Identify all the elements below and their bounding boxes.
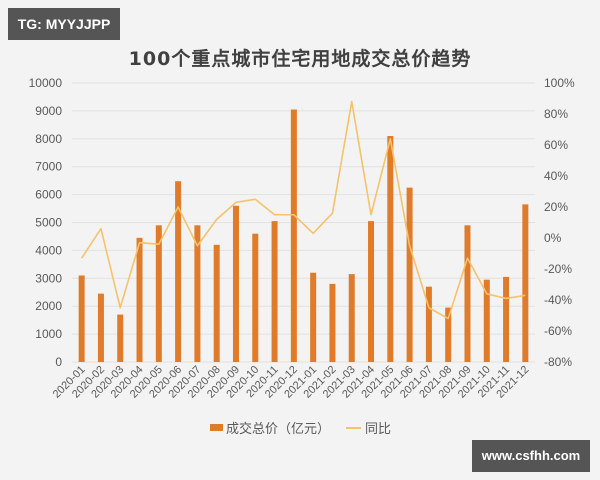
bar[interactable] bbox=[213, 244, 220, 362]
right-tick-label: 80% bbox=[544, 107, 568, 121]
bar[interactable] bbox=[522, 204, 529, 362]
bar[interactable] bbox=[368, 221, 375, 362]
line-series bbox=[80, 100, 526, 320]
bar[interactable] bbox=[78, 275, 85, 362]
bar-series bbox=[78, 109, 529, 362]
bar[interactable] bbox=[483, 279, 490, 362]
bar[interactable] bbox=[194, 225, 201, 362]
legend-item-bar[interactable]: 成交总价（亿元） bbox=[210, 418, 330, 437]
left-tick-label: 7000 bbox=[35, 160, 62, 174]
right-axis: -80% -60% -40% -20% 0% 20% 40% 60% 80% 100% bbox=[544, 76, 575, 369]
bar[interactable] bbox=[425, 286, 432, 362]
left-tick-label: 9000 bbox=[35, 104, 62, 118]
bar[interactable] bbox=[155, 225, 162, 362]
left-tick-label: 3000 bbox=[35, 271, 62, 285]
legend-line-label: 同比 bbox=[365, 422, 392, 437]
right-tick-label: -40% bbox=[544, 293, 572, 307]
left-tick-label: 6000 bbox=[35, 188, 62, 202]
chart-title: 100个重点城市住宅用地成交总价趋势 bbox=[128, 48, 472, 70]
left-tick-label: 4000 bbox=[35, 243, 62, 257]
bar[interactable] bbox=[503, 276, 510, 362]
bar[interactable] bbox=[97, 293, 104, 362]
left-tick-label: 2000 bbox=[35, 299, 62, 313]
bar[interactable] bbox=[348, 274, 355, 362]
bar[interactable] bbox=[271, 221, 278, 362]
right-tick-label: -80% bbox=[544, 355, 572, 369]
legend-bar-label: 成交总价（亿元） bbox=[226, 422, 331, 437]
bar[interactable] bbox=[329, 283, 336, 362]
right-tick-label: 100% bbox=[544, 76, 575, 90]
chart-legend: 成交总价（亿元） 同比 bbox=[210, 418, 407, 437]
bar[interactable] bbox=[387, 136, 394, 362]
left-tick-label: 10000 bbox=[29, 76, 63, 90]
bar-swatch-icon bbox=[210, 424, 223, 431]
x-axis: 2020-012020-022020-032020-042020-052020-… bbox=[51, 364, 532, 401]
right-tick-label: 20% bbox=[544, 200, 568, 214]
bar[interactable] bbox=[175, 181, 182, 362]
watermark-tag: TG: MYYJJPP bbox=[8, 8, 120, 40]
bar[interactable] bbox=[445, 307, 452, 362]
right-tick-label: 40% bbox=[544, 169, 568, 183]
bar[interactable] bbox=[252, 233, 259, 362]
bar[interactable] bbox=[310, 272, 317, 362]
bar[interactable] bbox=[136, 237, 143, 362]
bar[interactable] bbox=[117, 314, 124, 362]
yoy-line[interactable] bbox=[80, 100, 526, 320]
right-tick-label: 60% bbox=[544, 138, 568, 152]
right-tick-label: -20% bbox=[544, 262, 572, 276]
bar[interactable] bbox=[290, 109, 297, 362]
watermark-site: www.csfhh.com bbox=[472, 440, 590, 472]
left-axis: 0 1000 2000 3000 4000 5000 6000 7000 8000 9000 100… bbox=[29, 76, 63, 369]
bar[interactable] bbox=[464, 225, 471, 362]
bar[interactable] bbox=[406, 187, 413, 362]
line-swatch-icon bbox=[346, 426, 362, 429]
gridlines bbox=[72, 82, 535, 363]
right-tick-label: 0% bbox=[544, 231, 562, 245]
left-tick-label: 0 bbox=[55, 355, 62, 369]
legend-item-line[interactable]: 同比 bbox=[346, 418, 391, 437]
left-tick-label: 8000 bbox=[35, 132, 62, 146]
left-tick-label: 5000 bbox=[35, 216, 62, 230]
right-tick-label: -60% bbox=[544, 324, 572, 338]
bar[interactable] bbox=[232, 205, 239, 362]
left-tick-label: 1000 bbox=[35, 327, 62, 341]
